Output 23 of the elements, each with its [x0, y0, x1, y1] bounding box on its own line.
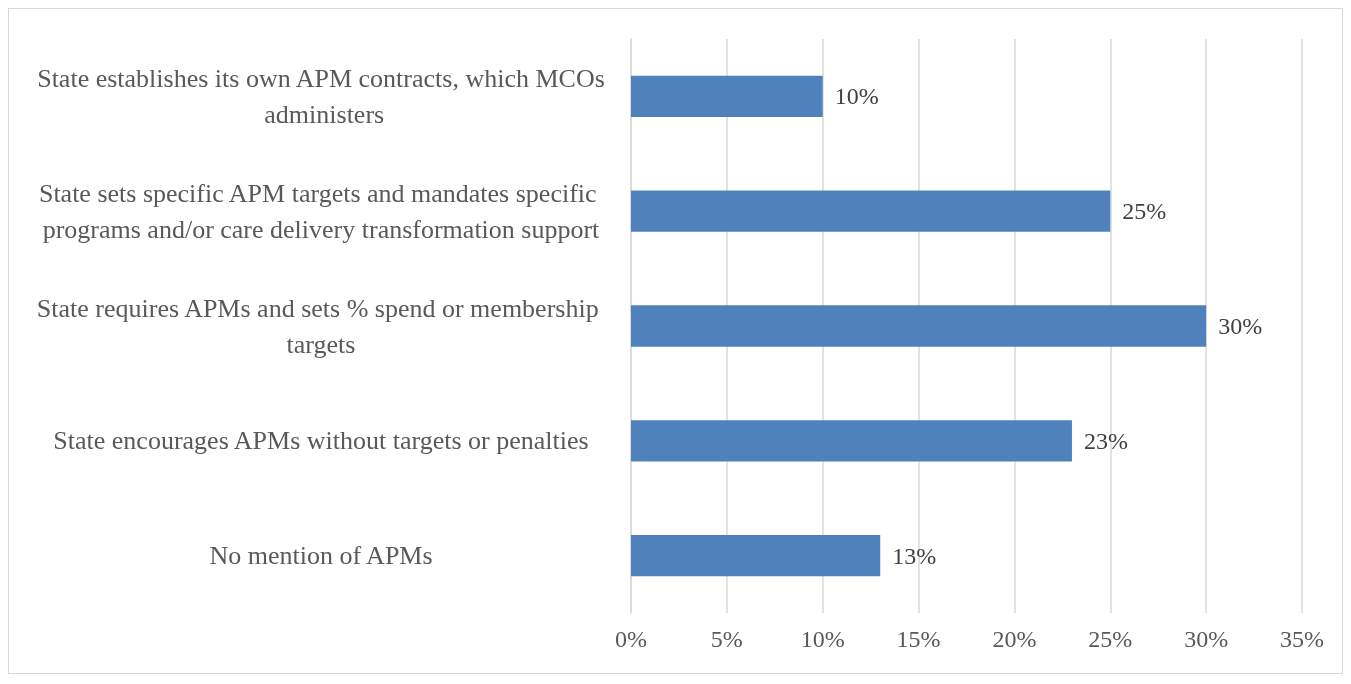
- x-tick-label: 30%: [1184, 626, 1229, 652]
- bar: [631, 190, 1111, 232]
- bar: [631, 75, 823, 118]
- data-label: 13%: [892, 542, 937, 569]
- bar: [631, 534, 881, 577]
- y-tick-label: State sets specific APM targets and mandates specific programs and/or care delivery transformation support: [38, 178, 604, 244]
- data-label: 23%: [1083, 427, 1128, 454]
- data-label: 10%: [834, 83, 879, 110]
- x-tick-label: 10%: [800, 626, 845, 652]
- y-tick-label: State encourages APMs without targets or penalties: [53, 426, 589, 456]
- data-label: 30%: [1218, 313, 1263, 339]
- x-tick-label: 35%: [1280, 626, 1324, 652]
- y-tick-label: State requires APMs and sets % spend or membership targets: [36, 293, 606, 359]
- y-tick-label: No mention of APMs: [209, 541, 433, 571]
- x-tick-label: 25%: [1088, 626, 1133, 652]
- x-tick-label: 20%: [992, 626, 1037, 652]
- x-tick-label: 15%: [896, 626, 941, 652]
- x-tick-label: 0%: [615, 626, 647, 652]
- x-tick-label: 5%: [710, 626, 743, 652]
- data-label: 25%: [1122, 198, 1167, 225]
- bar: [631, 420, 1072, 462]
- bar: [631, 305, 1207, 347]
- y-tick-label: State establishes its own APM contracts, which MCOs administers: [37, 63, 605, 129]
